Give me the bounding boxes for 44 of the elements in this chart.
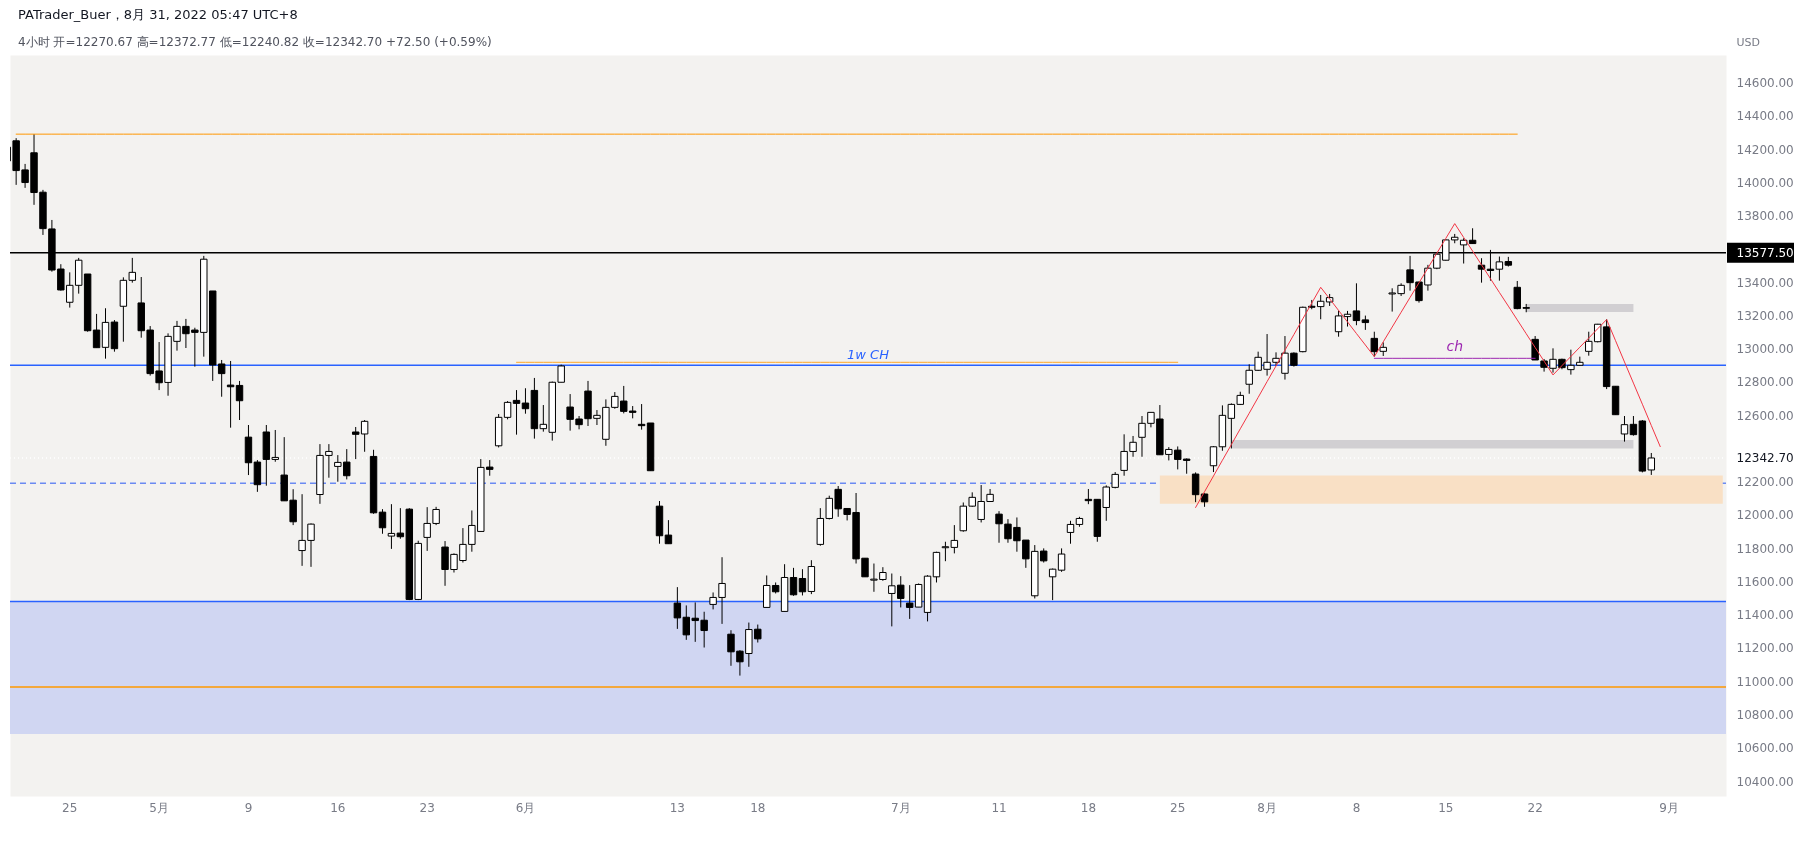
x-tick-label: 22 (1527, 800, 1543, 815)
y-tick-label: 14200.00 (1736, 142, 1794, 157)
y-tick-label: 13577.50 (1736, 246, 1794, 261)
y-tick-label: 14600.00 (1736, 76, 1794, 91)
x-tick-label: 8 (1352, 800, 1361, 815)
x-tick-label: 15 (1438, 800, 1454, 815)
x-tick-label: 7月 (890, 800, 911, 815)
x-tick-label: 11 (991, 800, 1007, 815)
y-tick-label: 11600.00 (1736, 574, 1794, 589)
y-tick-label: 14400.00 (1736, 109, 1794, 124)
x-tick-label: 23 (419, 800, 435, 815)
x-tick-label: 18 (1080, 800, 1097, 815)
x-tick-label: 16 (330, 800, 346, 815)
x-tick-label: 5月 (149, 800, 169, 815)
y-tick-label: 13000.00 (1736, 342, 1794, 357)
x-tick-label: 18 (750, 800, 766, 815)
y-axis-title: USD (1736, 35, 1761, 49)
y-tick-label: 12600.00 (1736, 408, 1794, 423)
y-tick-label: 14000.00 (1736, 175, 1794, 190)
y-tick-label: 12000.00 (1736, 508, 1794, 523)
x-tick-label: 13 (669, 800, 685, 815)
y-tick-label: 12342.70 (1736, 451, 1794, 466)
series-label: ch (1446, 338, 1464, 355)
y-tick-label: 13400.00 (1736, 275, 1794, 290)
y-tick-label: 11200.00 (1736, 641, 1794, 656)
y-tick-label: 11000.00 (1736, 674, 1794, 689)
ref-line-label: 1w CH (847, 347, 890, 363)
chart-subtitle: 4小时 开=12270.67 高=12372.77 低=12240.82 收=12342.70 +72.50 (+0.59%) (18, 35, 492, 49)
x-tick-label: 8月 (1257, 800, 1277, 815)
x-tick-label: 25 (62, 800, 78, 815)
x-tick-label: 9 (244, 800, 253, 815)
y-tick-label: 10800.00 (1736, 708, 1794, 723)
y-tick-label: 11800.00 (1736, 541, 1794, 556)
y-tick-label: 10600.00 (1736, 741, 1794, 756)
chart-title: PATrader_Buer，8月 31, 2022 05:47 UTC+8 (18, 7, 298, 22)
x-tick-label: 9月 (1659, 800, 1679, 815)
y-tick-label: 11400.00 (1736, 608, 1794, 623)
y-tick-label: 10400.00 (1736, 774, 1794, 789)
y-tick-label: 13200.00 (1736, 308, 1794, 323)
y-tick-label: 12200.00 (1736, 475, 1794, 490)
y-tick-label: 13800.00 (1736, 209, 1794, 224)
x-tick-label: 25 (1170, 800, 1186, 815)
x-tick-label: 6月 (515, 800, 536, 815)
y-tick-label: 12800.00 (1736, 375, 1794, 390)
